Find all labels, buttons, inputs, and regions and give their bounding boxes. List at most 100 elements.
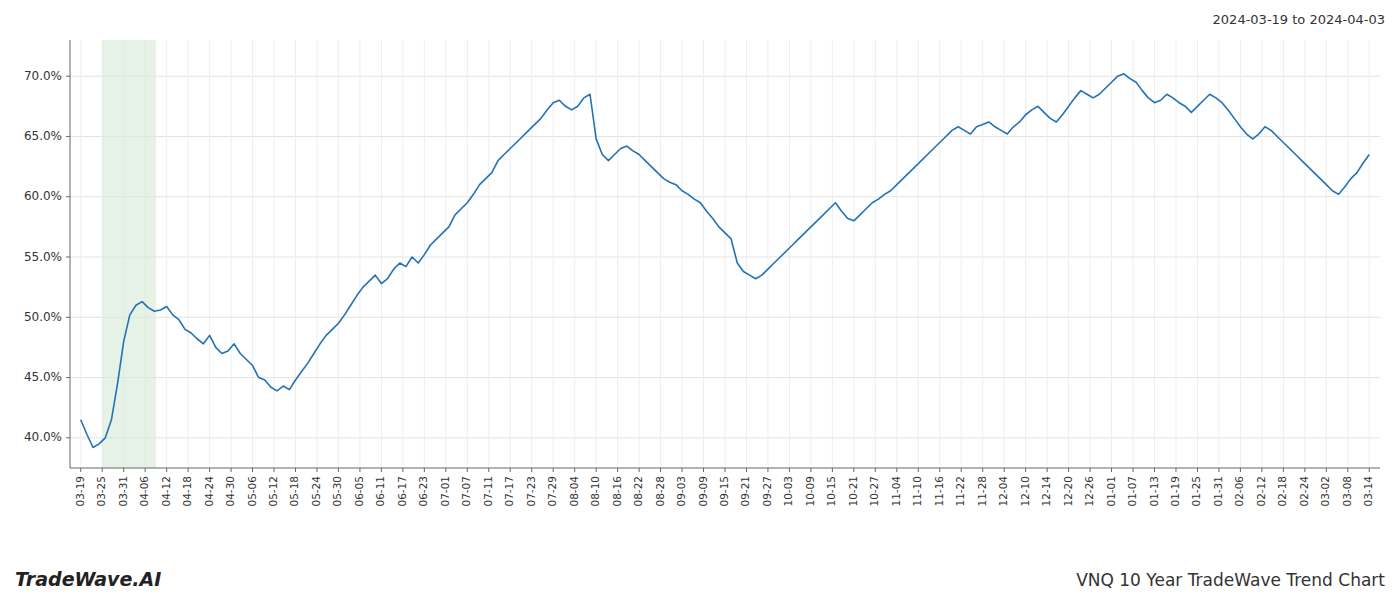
y-tick xyxy=(66,437,70,438)
subtitle: 2024-03-19 to 2024-04-03 xyxy=(1213,12,1385,27)
grid-line-x xyxy=(896,40,897,468)
grid-line-x xyxy=(80,40,81,468)
x-tick-label: 02-24 xyxy=(1298,476,1310,507)
grid-line-x xyxy=(1154,40,1155,468)
grid-line-x xyxy=(338,40,339,468)
x-tick xyxy=(982,468,983,472)
x-tick-label: 04-12 xyxy=(160,476,172,507)
grid-line-x xyxy=(209,40,210,468)
x-tick-label: 10-09 xyxy=(804,476,816,507)
grid-line-x xyxy=(188,40,189,468)
y-tick-label: 50.0% xyxy=(24,310,62,324)
x-tick-label: 07-23 xyxy=(525,476,537,507)
grid-line-x xyxy=(402,40,403,468)
grid-line-x xyxy=(252,40,253,468)
grid-line-x xyxy=(381,40,382,468)
x-tick xyxy=(274,468,275,472)
x-tick-label: 12-14 xyxy=(1040,476,1052,507)
x-tick xyxy=(295,468,296,472)
x-tick-label: 07-11 xyxy=(482,476,494,507)
grid-line-x xyxy=(918,40,919,468)
x-tick-label: 03-25 xyxy=(95,476,107,507)
grid-line-x xyxy=(596,40,597,468)
x-tick-label: 02-06 xyxy=(1233,476,1245,507)
x-tick-label: 04-18 xyxy=(181,476,193,507)
x-tick-label: 03-31 xyxy=(117,476,129,507)
title: VNQ 10 Year TradeWave Trend Chart xyxy=(1076,570,1385,590)
grid-line-x xyxy=(1304,40,1305,468)
plot-area xyxy=(81,40,1370,468)
x-tick xyxy=(574,468,575,472)
x-tick-label: 11-22 xyxy=(954,476,966,507)
x-tick xyxy=(1369,468,1370,472)
x-tick xyxy=(1347,468,1348,472)
grid-line-x xyxy=(810,40,811,468)
x-tick-label: 12-10 xyxy=(1019,476,1031,507)
x-tick xyxy=(1326,468,1327,472)
grid-line-x xyxy=(832,40,833,468)
x-tick-label: 05-12 xyxy=(267,476,279,507)
x-tick xyxy=(682,468,683,472)
x-tick xyxy=(445,468,446,472)
x-tick xyxy=(1133,468,1134,472)
grid-line-x xyxy=(231,40,232,468)
x-tick xyxy=(381,468,382,472)
x-tick-label: 10-03 xyxy=(782,476,794,507)
x-tick-label: 07-01 xyxy=(439,476,451,507)
x-tick-label: 11-16 xyxy=(933,476,945,507)
x-tick-label: 07-29 xyxy=(546,476,558,507)
x-tick xyxy=(1261,468,1262,472)
x-tick xyxy=(316,468,317,472)
x-tick xyxy=(1025,468,1026,472)
x-tick-label: 09-09 xyxy=(697,476,709,507)
x-tick-label: 01-13 xyxy=(1148,476,1160,507)
x-tick-label: 12-26 xyxy=(1083,476,1095,507)
grid-line-x xyxy=(295,40,296,468)
x-tick-label: 01-19 xyxy=(1169,476,1181,507)
x-tick xyxy=(918,468,919,472)
grid-line-x xyxy=(1090,40,1091,468)
x-tick xyxy=(789,468,790,472)
chart: 40.0%45.0%50.0%55.0%60.0%65.0%70.0%03-19… xyxy=(0,0,1400,600)
grid-line-x xyxy=(1261,40,1262,468)
x-tick xyxy=(703,468,704,472)
x-tick xyxy=(767,468,768,472)
grid-line-x xyxy=(725,40,726,468)
grid-line-x xyxy=(488,40,489,468)
grid-line-x xyxy=(1004,40,1005,468)
x-tick-label: 02-18 xyxy=(1276,476,1288,507)
grid-line-x xyxy=(939,40,940,468)
x-tick-label: 08-16 xyxy=(611,476,623,507)
x-tick xyxy=(810,468,811,472)
x-tick xyxy=(1175,468,1176,472)
grid-line-x xyxy=(703,40,704,468)
x-tick xyxy=(424,468,425,472)
x-tick xyxy=(1197,468,1198,472)
x-tick xyxy=(209,468,210,472)
x-tick-label: 09-21 xyxy=(739,476,751,507)
x-tick-label: 07-07 xyxy=(460,476,472,507)
grid-line-x xyxy=(746,40,747,468)
x-tick xyxy=(1283,468,1284,472)
grid-line-x xyxy=(510,40,511,468)
x-tick-label: 05-06 xyxy=(246,476,258,507)
grid-line-x xyxy=(1025,40,1026,468)
grid-line-x xyxy=(875,40,876,468)
x-tick-label: 04-30 xyxy=(224,476,236,507)
grid-line-x xyxy=(1047,40,1048,468)
x-tick xyxy=(145,468,146,472)
grid-line-x xyxy=(639,40,640,468)
x-tick xyxy=(1090,468,1091,472)
grid-line-x xyxy=(1283,40,1284,468)
highlight-band xyxy=(102,40,156,468)
y-tick-label: 65.0% xyxy=(24,129,62,143)
x-tick xyxy=(80,468,81,472)
grid-line-x xyxy=(1240,40,1241,468)
y-tick xyxy=(66,76,70,77)
grid-line-x xyxy=(982,40,983,468)
grid-line-x xyxy=(660,40,661,468)
grid-line-x xyxy=(767,40,768,468)
y-tick xyxy=(66,377,70,378)
x-tick-label: 08-04 xyxy=(568,476,580,507)
x-tick-label: 12-04 xyxy=(997,476,1009,507)
